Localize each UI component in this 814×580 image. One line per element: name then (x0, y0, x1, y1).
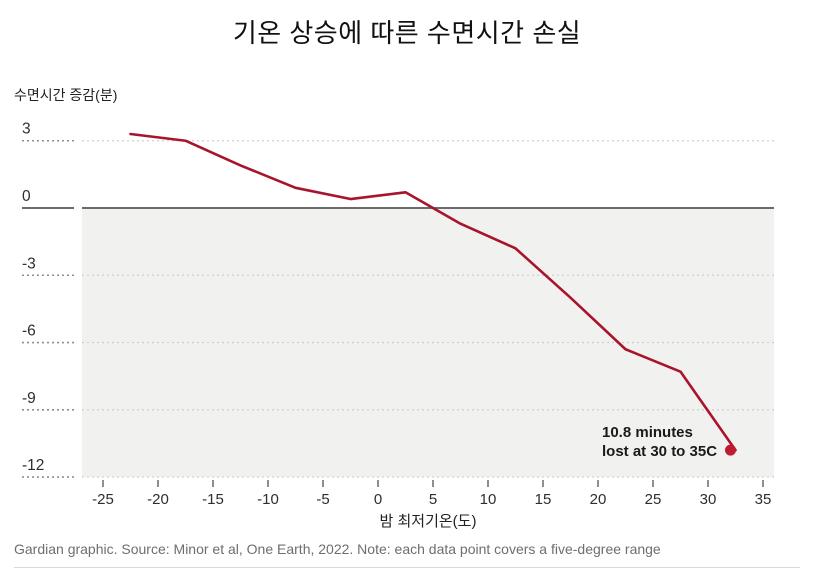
x-tick-label: 15 (535, 491, 552, 508)
endpoint-annotation: 10.8 minutes lost at 30 to 35C (602, 423, 717, 461)
y-axis-unit-label: 수면시간 증감(분) (14, 87, 118, 103)
annotation-line-1: 10.8 minutes (602, 424, 693, 441)
x-axis-label: 밤 최저기온(도) (379, 513, 477, 530)
sleep-change-line (129, 132, 737, 452)
x-tick-label: -25 (92, 491, 114, 508)
source-credit: Gardian graphic. Source: Minor et al, On… (14, 541, 661, 557)
y-tick-label: 0 (22, 188, 31, 205)
end-point-dot (725, 444, 736, 456)
bottom-divider (14, 567, 800, 568)
y-tick-label: 3 (22, 121, 31, 138)
x-tick-label: 30 (700, 491, 717, 508)
y-tick-label: -12 (22, 457, 44, 474)
y-tick-label: -9 (22, 390, 36, 407)
x-tick-label: -15 (202, 491, 224, 508)
x-tick-label: 25 (645, 491, 662, 508)
x-tick-label: 20 (590, 491, 607, 508)
x-tick-label: -10 (257, 491, 279, 508)
x-tick-label: 10 (480, 491, 497, 508)
y-tick-label: -6 (22, 323, 36, 340)
chart-title: 기온 상승에 따른 수면시간 손실 (232, 18, 582, 48)
y-tick-label: -3 (22, 255, 36, 272)
x-tick-label: -20 (147, 491, 169, 508)
x-tick-label: 0 (374, 491, 382, 508)
x-tick-label: 5 (429, 491, 437, 508)
annotation-line-2: lost at 30 to 35C (602, 443, 718, 460)
x-tick-label: -5 (316, 491, 329, 508)
x-tick-label: 35 (755, 491, 772, 508)
